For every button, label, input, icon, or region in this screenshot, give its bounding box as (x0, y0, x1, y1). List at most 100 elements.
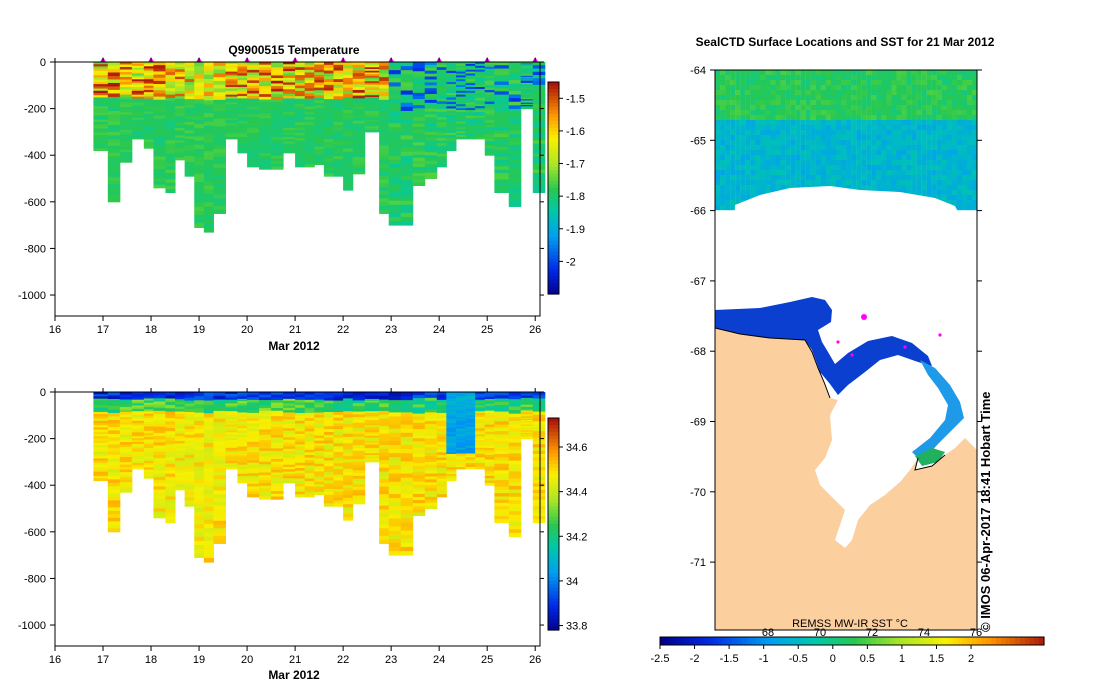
section-cell (119, 122, 133, 126)
section-cell (508, 134, 522, 139)
sst-pixel (851, 105, 857, 111)
section-cell (424, 418, 438, 422)
section-cell (475, 418, 486, 422)
section-cell (295, 483, 306, 487)
section-cell (119, 452, 133, 456)
section-cell (388, 139, 402, 145)
section-cell (194, 433, 205, 438)
sst-pixel (755, 170, 761, 176)
sst-pixel (725, 170, 731, 176)
section-cell (295, 124, 306, 129)
section-cell (131, 67, 145, 71)
sst-pixel (800, 120, 806, 126)
section-cell (225, 67, 238, 71)
sst-pixel (956, 170, 963, 176)
section-cell (532, 81, 546, 86)
section-cell (455, 71, 467, 75)
sst-pixel (775, 150, 781, 156)
section-cell (107, 437, 121, 442)
section-cell (213, 175, 226, 180)
section-cell (508, 127, 522, 132)
section-cell (333, 90, 344, 94)
section-cell (333, 93, 344, 97)
section-cell (475, 81, 486, 84)
section-cell (314, 438, 325, 442)
section-cell (446, 130, 457, 134)
sst-pixel (926, 110, 932, 116)
section-cell (352, 148, 366, 152)
section-cell (283, 136, 296, 140)
section-cell (119, 157, 133, 161)
section-cell (259, 102, 272, 106)
section-cell (343, 449, 354, 454)
section-cell (436, 135, 447, 139)
section-cell (184, 150, 195, 154)
colorbar-swatch (548, 453, 559, 458)
section-cell (364, 100, 380, 103)
section-cell (333, 76, 344, 80)
section-cell (225, 411, 238, 414)
section-cell (465, 102, 476, 105)
section-cell (131, 443, 145, 447)
section-cell (203, 409, 214, 414)
section-cell (508, 119, 522, 124)
sst-pixel (725, 115, 731, 121)
section-cell (352, 464, 366, 469)
section-cell (143, 426, 154, 430)
section-cell (93, 70, 109, 74)
section-cell (364, 435, 380, 438)
sst-pixel (901, 70, 907, 76)
section-cell (436, 431, 447, 435)
sst-pixel (916, 190, 922, 196)
sst-pixel (815, 80, 821, 86)
sst-pixel (906, 125, 912, 131)
sst-pixel (730, 135, 736, 141)
sst-pixel (967, 90, 973, 96)
sst-pixel (755, 190, 761, 196)
section-cell (259, 421, 272, 425)
section-cell (225, 436, 238, 439)
sst-pixel (936, 120, 942, 126)
sst-pixel (956, 185, 963, 191)
sst-pixel (725, 105, 731, 111)
section-cell (494, 405, 510, 409)
section-cell (465, 438, 476, 441)
sst-pixel (740, 180, 746, 186)
sst-pixel (805, 70, 811, 76)
section-cell (333, 96, 344, 100)
section-cell (131, 451, 145, 455)
sst-pixel (856, 165, 862, 171)
section-cell (532, 159, 546, 164)
sst-pixel (891, 125, 897, 131)
sst-pixel (961, 105, 968, 111)
section-cell (352, 168, 366, 172)
section-cell (465, 430, 476, 433)
section-cell (520, 94, 534, 97)
section-cell (143, 109, 154, 113)
sst-pixel (765, 105, 771, 111)
section-cell (436, 447, 447, 451)
section-cell (455, 392, 467, 395)
sst-pixel (755, 155, 761, 161)
section-cell (271, 147, 284, 151)
sst-pixel (775, 70, 781, 76)
section-cell (131, 92, 145, 96)
sst-pixel (866, 140, 872, 146)
section-cell (465, 459, 476, 462)
section-cell (494, 493, 510, 497)
section-cell (194, 516, 205, 521)
sst-pixel (735, 195, 741, 201)
section-cell (400, 506, 414, 511)
sst-pixel (936, 115, 942, 121)
section-cell (400, 432, 414, 438)
section-cell (436, 138, 447, 142)
sst-pixel (841, 70, 847, 76)
sst-pixel (820, 160, 827, 166)
sst-pixel (720, 185, 726, 191)
section-cell (93, 90, 109, 94)
section-cell (107, 177, 121, 182)
sst-pixel (790, 100, 796, 106)
section-cell (225, 83, 238, 86)
section-cell (304, 109, 315, 113)
section-cell (247, 67, 260, 71)
